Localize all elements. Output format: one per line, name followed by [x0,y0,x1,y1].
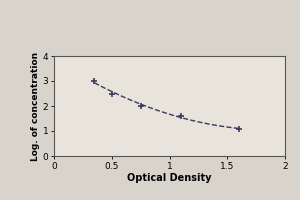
Y-axis label: Log. of concentration: Log. of concentration [31,51,40,161]
X-axis label: Optical Density: Optical Density [127,173,212,183]
